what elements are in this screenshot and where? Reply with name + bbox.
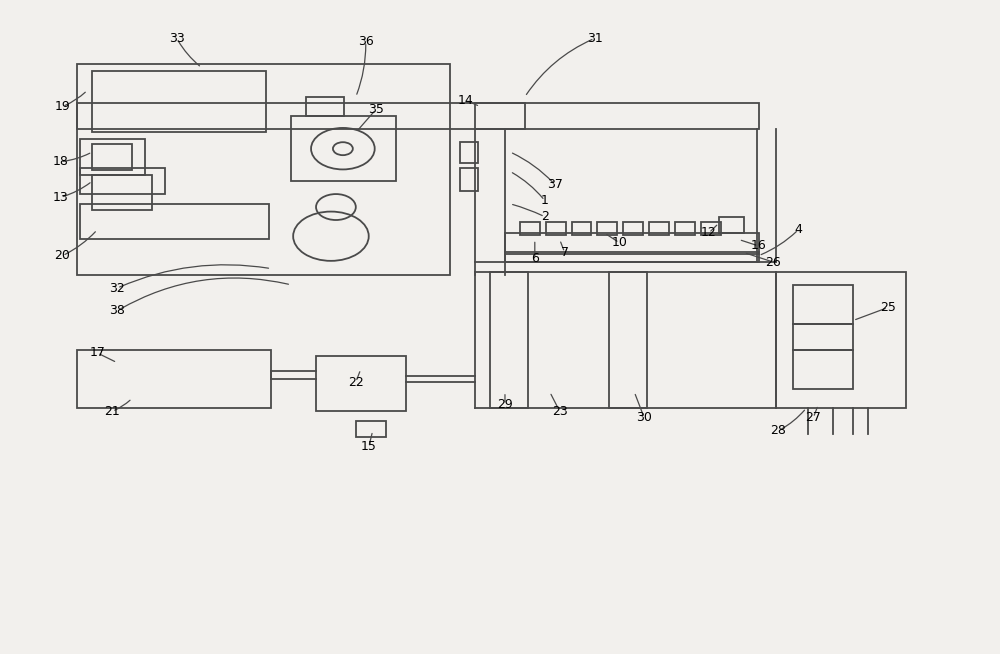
Text: 37: 37 [547,178,563,191]
Bar [291,116,396,181]
Text: 23: 23 [552,405,568,418]
Text: 29: 29 [497,398,513,411]
Bar [490,272,528,408]
Bar [306,97,344,116]
Text: 32: 32 [109,282,125,294]
Bar [80,168,165,194]
Bar [356,421,386,438]
Bar [793,350,853,388]
Bar [80,204,269,239]
Bar [572,222,591,235]
Text: 10: 10 [611,236,627,249]
Bar [80,139,145,175]
Bar [719,216,744,233]
Text: 22: 22 [348,375,364,388]
Text: 4: 4 [794,223,802,236]
Bar [623,222,643,235]
Bar [77,64,450,275]
Bar [460,142,478,163]
Text: 27: 27 [805,411,821,424]
Text: 31: 31 [587,32,602,45]
Bar [92,71,266,133]
Bar [77,350,271,408]
Text: 36: 36 [358,35,374,48]
Text: 17: 17 [89,347,105,360]
Text: 19: 19 [55,100,70,113]
Text: 14: 14 [457,94,473,107]
Bar [649,222,669,235]
Bar [520,222,540,235]
Text: 2: 2 [541,211,549,223]
Text: 26: 26 [766,256,781,269]
Bar [546,222,566,235]
Text: 35: 35 [368,103,384,116]
Bar [92,144,132,170]
Bar [675,222,695,235]
Bar [316,356,406,411]
Bar [597,222,617,235]
Text: 15: 15 [361,440,377,453]
Text: 20: 20 [55,249,70,262]
Text: 18: 18 [53,155,68,168]
Bar [776,272,906,408]
Bar [505,252,759,262]
Text: 30: 30 [636,411,652,424]
Bar [701,222,721,235]
Text: 1: 1 [541,194,549,207]
Text: 25: 25 [880,301,896,314]
Bar [505,233,759,254]
Text: 7: 7 [561,246,569,259]
Text: 12: 12 [701,226,717,239]
Bar [92,175,152,211]
Text: 16: 16 [751,239,766,252]
Text: 6: 6 [531,252,539,266]
Text: 38: 38 [109,304,125,317]
Bar [793,324,853,350]
Text: 13: 13 [53,191,68,204]
Bar [609,272,647,408]
Bar [793,285,853,324]
Text: 33: 33 [169,32,185,45]
Text: 21: 21 [104,405,120,418]
Bar [475,103,759,129]
Text: 28: 28 [771,424,786,438]
Bar [460,168,478,191]
Bar [77,103,525,129]
